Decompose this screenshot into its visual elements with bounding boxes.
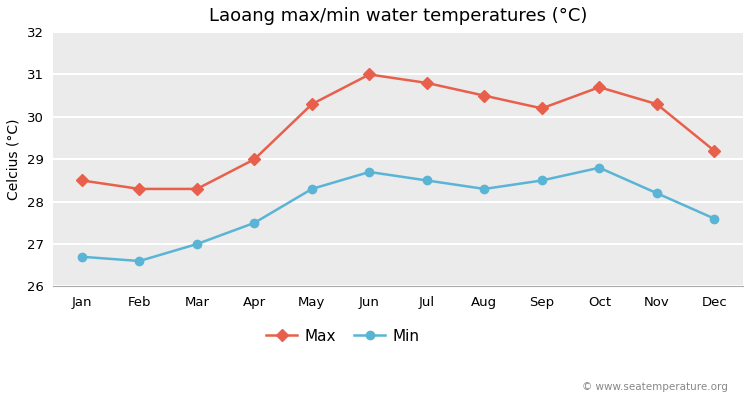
Title: Laoang max/min water temperatures (°C): Laoang max/min water temperatures (°C): [209, 7, 587, 25]
Y-axis label: Celcius (°C): Celcius (°C): [7, 118, 21, 200]
Legend: Max, Min: Max, Min: [260, 323, 426, 350]
Text: © www.seatemperature.org: © www.seatemperature.org: [582, 382, 728, 392]
